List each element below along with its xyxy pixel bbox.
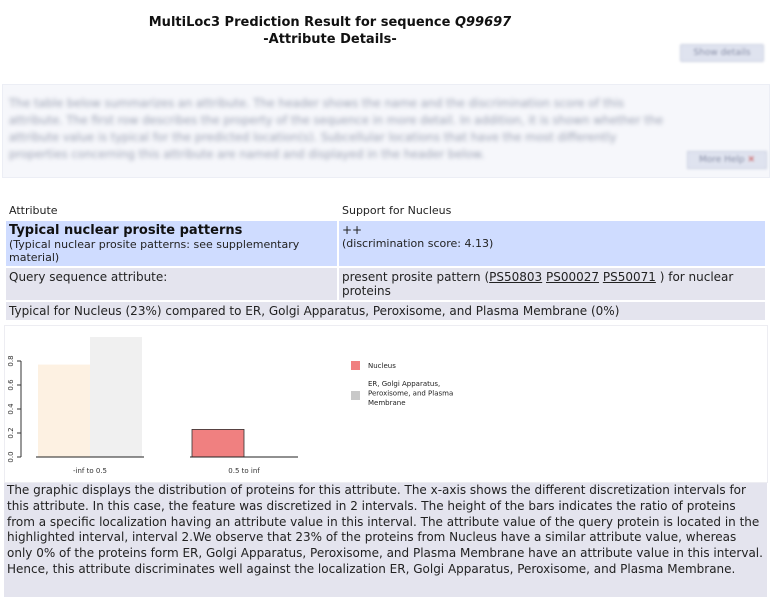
x-tick-label: -inf to 0.5	[73, 467, 107, 475]
query-prefix: present prosite pattern (	[342, 270, 490, 284]
link-ps50071[interactable]: PS50071	[602, 270, 656, 284]
query-label: Query sequence attribute:	[6, 268, 337, 300]
bar-0-0	[38, 364, 90, 457]
chart-svg: 0.0 0.2 0.4 0.6 0.8 -inf to 0.5 0.5 to inf Nucl…	[7, 337, 453, 475]
support-symbol: ++	[342, 223, 363, 237]
legend-label: Nucleus	[368, 362, 396, 370]
query-suffix: ) for nuclear proteins	[342, 270, 734, 298]
show-details-button[interactable]: Show details	[680, 44, 764, 62]
close-icon: ✕	[747, 155, 756, 165]
more-help-button[interactable]: More Help ✕	[687, 151, 767, 169]
col-support-header: Support for Nucleus	[342, 204, 452, 217]
table-row: Typical for Nucleus (23%) compared to ER…	[6, 302, 765, 320]
y-tick-label: 0.6	[7, 379, 15, 391]
table-row: Typical nuclear prosite patterns (Typica…	[6, 221, 765, 266]
table-row: Query sequence attribute: present prosit…	[6, 268, 765, 300]
title-subheading: -Attribute Details-	[263, 32, 397, 47]
attribute-cell: Typical nuclear prosite patterns (Typica…	[6, 221, 337, 266]
more-help-label: More Help	[698, 155, 745, 165]
col-attribute-header: Attribute	[9, 204, 58, 217]
intro-panel: The table below summarizes an attribute.…	[2, 84, 770, 178]
legend-swatch	[351, 391, 360, 400]
attribute-name: Typical nuclear prosite patterns	[9, 223, 243, 238]
bar-1-0	[90, 337, 142, 457]
link-ps50803[interactable]: PS50803	[489, 270, 543, 284]
y-tick-label: 0.2	[7, 427, 15, 438]
sequence-id: Q99697	[454, 15, 512, 30]
x-tick-label: 0.5 to inf	[228, 467, 260, 475]
bar-0-1	[191, 429, 245, 458]
typical-text: Typical for Nucleus (23%) compared to ER…	[6, 302, 765, 320]
intro-text: The table below summarizes an attribute.…	[9, 96, 664, 161]
table-header-row: Attribute Support for Nucleus	[6, 202, 765, 219]
query-value: present prosite pattern (PS50803 PS00027…	[339, 268, 765, 300]
page-title: MultiLoc3 Prediction Result for sequence…	[0, 14, 660, 48]
link-ps00027[interactable]: PS00027	[546, 270, 600, 284]
title-prefix: MultiLoc3 Prediction Result for sequence	[148, 15, 451, 30]
y-tick-label: 0.0	[7, 451, 15, 462]
legend-label: ER, Golgi Apparatus, Peroxisome, and Plas…	[368, 380, 453, 407]
attribute-desc: (Typical nuclear prosite patterns: see s…	[9, 238, 300, 264]
chart-description: The graphic displays the distribution of…	[4, 483, 767, 597]
legend-swatch	[351, 361, 360, 370]
support-cell: ++ (discrimination score: 4.13)	[339, 221, 765, 266]
distribution-chart: 0.0 0.2 0.4 0.6 0.8 -inf to 0.5 0.5 to inf Nucl…	[4, 325, 768, 483]
support-score: (discrimination score: 4.13)	[342, 237, 494, 250]
attribute-table: Attribute Support for Nucleus Typical nu…	[4, 200, 767, 322]
y-tick-label: 0.4	[7, 403, 15, 415]
y-tick-label: 0.8	[7, 355, 15, 366]
